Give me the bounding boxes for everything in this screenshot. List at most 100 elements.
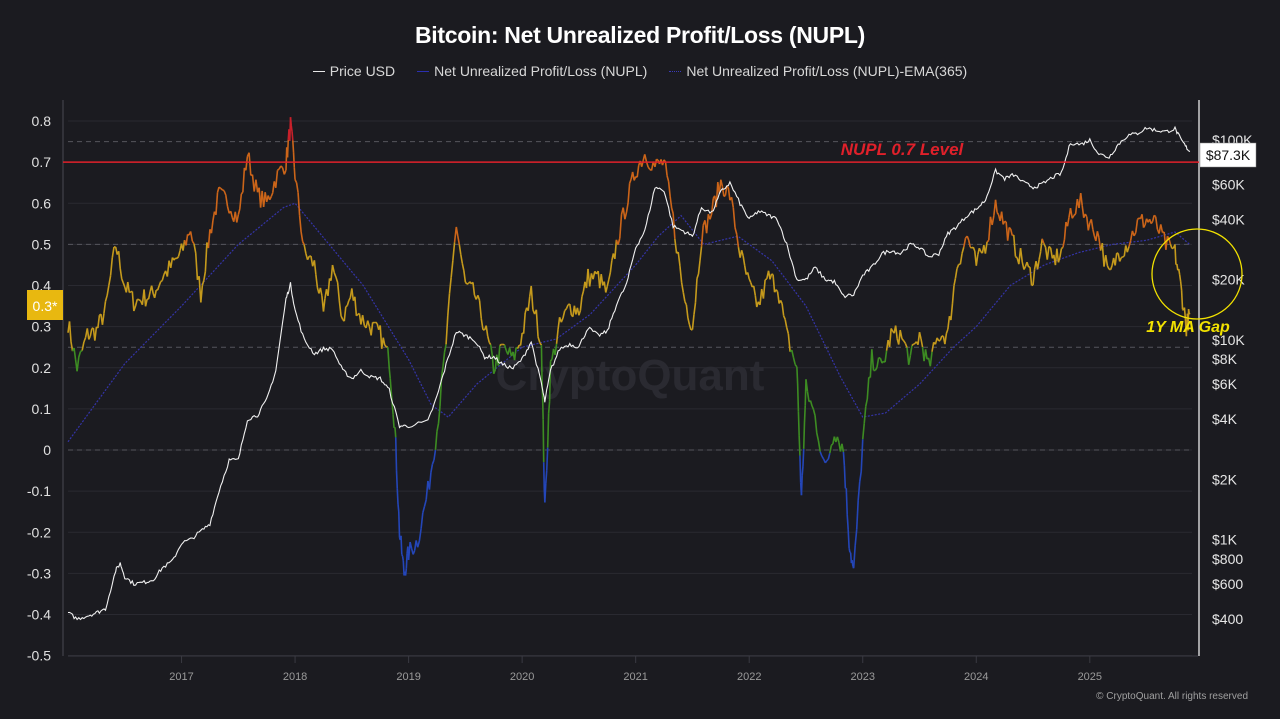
nupl-segment [373, 321, 376, 324]
price-line [67, 125, 1191, 621]
nupl-segment [863, 406, 867, 424]
nupl-segment [975, 254, 979, 266]
nupl-segment [292, 152, 296, 168]
nupl-segment [203, 271, 207, 281]
nupl-segment [858, 471, 863, 482]
nupl-segment [127, 281, 131, 293]
nupl-segment [433, 449, 437, 461]
nupl-segment [401, 555, 405, 562]
nupl-segment [888, 328, 892, 347]
nupl-segment [986, 239, 990, 243]
nupl-segment [276, 168, 280, 171]
nupl-segment [212, 211, 216, 221]
nupl-segment [452, 242, 456, 261]
nupl-segment [88, 335, 92, 340]
legend-item-ema[interactable]: Net Unrealized Profit/Loss (NUPL)-EMA(36… [669, 63, 967, 79]
nupl-segment [290, 125, 293, 132]
nupl-segment [237, 208, 241, 215]
nupl-segment [549, 358, 553, 362]
nupl-segment [458, 244, 462, 255]
nupl-segment [547, 401, 551, 414]
nupl-0.7-level-label: NUPL 0.7 Level [841, 140, 965, 159]
nupl-segment [218, 186, 222, 190]
right-tick-label: $10K [1212, 332, 1245, 348]
nupl-segment [1151, 215, 1155, 222]
legend-label-ema: Net Unrealized Profit/Loss (NUPL)-EMA(36… [686, 63, 968, 79]
nupl-segment [295, 182, 299, 193]
nupl-segment [210, 220, 214, 234]
nupl-segment [1153, 214, 1157, 218]
nupl-segment [565, 304, 569, 310]
ema-series [67, 202, 1191, 443]
nupl-segment [1178, 274, 1182, 282]
nupl-segment [540, 345, 543, 382]
nupl-segment [947, 316, 951, 330]
nupl-segment [455, 226, 459, 237]
nupl-segment [103, 301, 107, 314]
nupl-segment [111, 246, 115, 258]
nupl-segment [609, 260, 613, 273]
nupl-segment [1106, 265, 1110, 270]
right-tick-label: $4K [1212, 411, 1238, 427]
nupl-segment [680, 282, 685, 293]
nupl-segment [802, 448, 805, 467]
nupl-segment [787, 333, 791, 352]
nupl-segment [605, 286, 609, 293]
nupl-segment [207, 229, 211, 249]
nupl-segment [938, 339, 941, 342]
nupl-segment [319, 287, 323, 297]
nupl-segment [431, 459, 435, 465]
nupl-segment [1073, 213, 1077, 217]
right-tick-label: $800 [1212, 551, 1243, 567]
nupl-segment [705, 214, 710, 234]
nupl-segment [108, 275, 112, 286]
nupl-segment [697, 260, 701, 275]
nupl-segment [544, 470, 548, 484]
nupl-segment [542, 462, 546, 490]
nupl-segment [956, 264, 960, 269]
nupl-segment [656, 158, 659, 161]
nupl-segment [854, 529, 858, 546]
nupl-segment [1059, 248, 1063, 258]
nupl-segment [220, 187, 223, 191]
nupl-segment [169, 257, 174, 268]
nupl-segment [315, 274, 319, 288]
nupl-segment [143, 289, 147, 307]
nupl-segment [791, 349, 795, 358]
nupl-segment [1026, 261, 1030, 268]
nupl-segment [412, 550, 416, 555]
nupl-segment [1036, 259, 1040, 270]
nupl-segment [667, 181, 671, 197]
nupl-segment [546, 413, 550, 448]
nupl-segment [628, 178, 632, 184]
nupl-segment [972, 246, 976, 252]
nupl-segment [1049, 247, 1054, 259]
nupl-segment [664, 162, 668, 176]
nupl-segment [355, 313, 359, 317]
nupl-segment [931, 342, 935, 352]
nupl-segment [216, 186, 220, 193]
nupl-segment [322, 298, 326, 312]
nupl-segment [627, 183, 631, 203]
nupl-segment [405, 553, 408, 569]
nupl-segment [679, 265, 683, 283]
nupl-segment [924, 349, 928, 360]
x-tick-label: 2017 [169, 671, 193, 683]
nupl-segment [1057, 256, 1061, 263]
nupl-segment [388, 368, 392, 379]
legend-item-nupl[interactable]: Net Unrealized Profit/Loss (NUPL) [417, 63, 647, 79]
nupl-segment [636, 165, 640, 178]
nupl-segment [624, 211, 628, 220]
nupl-segment [987, 216, 992, 241]
nupl-segment [564, 308, 568, 312]
nupl-segment [1043, 243, 1047, 248]
nupl-segment [852, 545, 856, 569]
right-tick-label: $8K [1212, 351, 1238, 367]
nupl-segment [727, 187, 731, 201]
nupl-segment [614, 239, 618, 260]
nupl-segment [994, 199, 998, 213]
nupl-segment [245, 156, 249, 171]
nupl-segment [781, 303, 785, 316]
nupl-segment [382, 337, 386, 346]
legend-item-price[interactable]: Price USD [312, 63, 395, 79]
